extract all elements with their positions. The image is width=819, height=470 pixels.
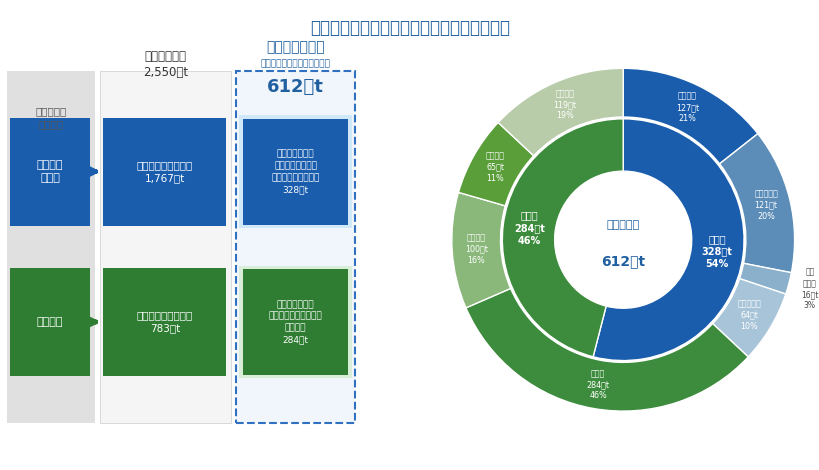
Text: うち食品ロス量: うち食品ロス量 — [265, 40, 324, 54]
Wedge shape — [451, 192, 510, 308]
Text: 食品廃棄物等の発生状況と割合　＜概念図＞: 食品廃棄物等の発生状況と割合 ＜概念図＞ — [310, 19, 509, 37]
Wedge shape — [622, 68, 757, 164]
Circle shape — [556, 173, 689, 306]
Bar — [242, 119, 348, 225]
Text: 事業系食品ロス
規格外品、返品、
売れ残り、食べ残し
328万t: 事業系食品ロス 規格外品、返品、 売れ残り、食べ残し 328万t — [271, 149, 319, 194]
Wedge shape — [739, 263, 790, 294]
Text: 2,550万t: 2,550万t — [143, 66, 188, 79]
Bar — [100, 70, 231, 423]
Text: 事業系食品廃棄物等
1,767万t: 事業系食品廃棄物等 1,767万t — [137, 160, 192, 183]
Wedge shape — [592, 119, 743, 360]
Text: 食品廃棄物等: 食品廃棄物等 — [144, 50, 187, 63]
Bar — [239, 266, 351, 378]
Text: 食品小売業
64万t
10%: 食品小売業 64万t 10% — [736, 299, 760, 330]
Text: 食品資源の
利用主体: 食品資源の 利用主体 — [35, 106, 66, 129]
Text: 612万t: 612万t — [600, 254, 645, 268]
Wedge shape — [502, 119, 622, 357]
Text: 一般家庭: 一般家庭 — [37, 317, 63, 327]
Text: 食品製造業
121万t
20%: 食品製造業 121万t 20% — [753, 189, 777, 221]
Bar — [7, 70, 95, 423]
Text: （可食部分と考えられる量）: （可食部分と考えられる量） — [260, 59, 330, 68]
Text: 食べ残し
119万t
19%: 食べ残し 119万t 19% — [553, 89, 576, 120]
Text: 家庭系
284万t
46%: 家庭系 284万t 46% — [586, 369, 609, 400]
Text: 612万t: 612万t — [266, 78, 324, 96]
Bar — [239, 115, 351, 228]
Text: 食品関連
事業者: 食品関連 事業者 — [37, 160, 63, 183]
Wedge shape — [719, 133, 794, 273]
Bar — [236, 70, 355, 423]
Wedge shape — [465, 289, 747, 411]
Bar — [103, 118, 226, 226]
Text: 家庭系食品ロス
食べ残し、過剰除去、
直接廃棄
284万t: 家庭系食品ロス 食べ残し、過剰除去、 直接廃棄 284万t — [269, 300, 322, 345]
Text: 食品
卸売業
16万t
3%: 食品 卸売業 16万t 3% — [800, 268, 817, 310]
Bar — [242, 269, 348, 375]
Text: 食品ロス量: 食品ロス量 — [606, 220, 639, 230]
Text: 家庭系
284万t
46%: 家庭系 284万t 46% — [514, 210, 544, 246]
Wedge shape — [458, 123, 533, 206]
Wedge shape — [712, 279, 785, 357]
Text: 過剰除去
65万t
11%: 過剰除去 65万t 11% — [485, 151, 505, 183]
Text: 直接廃棄
100万t
16%: 直接廃棄 100万t 16% — [464, 234, 487, 265]
Bar — [10, 118, 90, 226]
Bar — [103, 268, 226, 376]
Text: 外食産業
127万t
21%: 外食産業 127万t 21% — [675, 92, 698, 123]
Bar — [10, 268, 90, 376]
Text: 家庭系食品廃棄物等
783万t: 家庭系食品廃棄物等 783万t — [137, 310, 192, 334]
Wedge shape — [498, 68, 622, 156]
Text: 事業系
328万t
54%: 事業系 328万t 54% — [701, 234, 731, 269]
